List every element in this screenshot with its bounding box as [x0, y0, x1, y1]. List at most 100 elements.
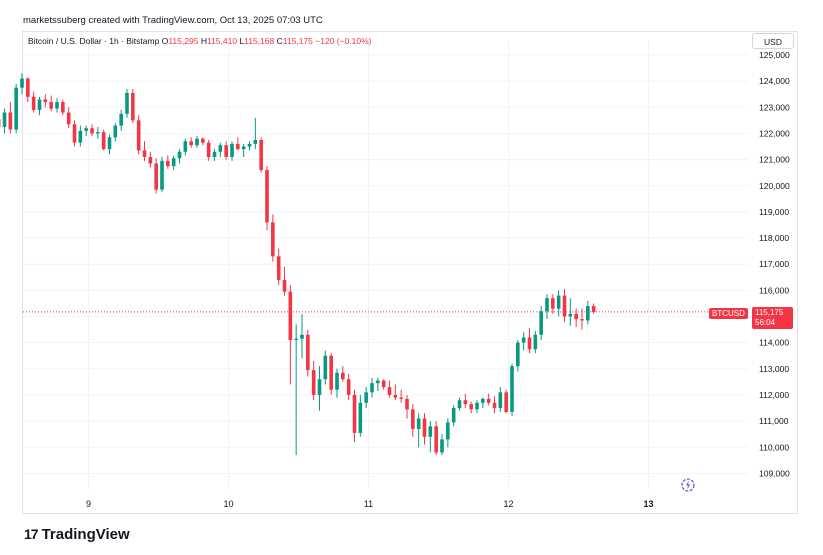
- candle-body: [551, 298, 555, 309]
- candle-body: [107, 137, 112, 150]
- candle: [463, 393, 468, 409]
- tradingview-logo[interactable]: 17 TradingView: [24, 526, 130, 543]
- candlesticks: [0, 73, 596, 456]
- y-tick-label: 109,000: [759, 468, 790, 478]
- candle: [2, 108, 7, 134]
- candle-body: [463, 400, 468, 405]
- y-axis-labels: 109,000 110,000 111,000 112,000 113,000 114,0…: [759, 50, 790, 478]
- candle-body: [136, 120, 141, 151]
- candle: [551, 294, 555, 314]
- candle-body: [37, 99, 42, 110]
- candle-body: [241, 146, 246, 150]
- candle: [329, 353, 333, 395]
- candle: [516, 340, 520, 372]
- candle: [393, 384, 398, 401]
- candle: [521, 332, 526, 351]
- candle: [206, 139, 211, 161]
- candle-body: [247, 143, 252, 147]
- chart-credit: marketssuberg created with TradingView.c…: [23, 15, 323, 26]
- candle-body: [271, 222, 275, 257]
- candle: [201, 137, 205, 146]
- candle: [352, 389, 357, 443]
- candle: [387, 380, 392, 398]
- change-value: −120 (−0.10%): [315, 36, 372, 46]
- candle-body: [352, 394, 357, 433]
- candle: [317, 366, 322, 411]
- bar-countdown: 56:04: [755, 318, 776, 327]
- candle: [562, 289, 567, 322]
- candle: [294, 324, 298, 456]
- candle: [580, 308, 584, 330]
- y-tick-label: 120,000: [759, 181, 790, 191]
- candle: [451, 405, 456, 427]
- candle: [113, 122, 118, 142]
- candle: [125, 88, 129, 118]
- tradingview-mark-icon: 17: [24, 526, 39, 542]
- candle-body: [206, 142, 211, 157]
- ticker-tag: BTCUSD: [709, 308, 748, 319]
- candle-body: [195, 138, 199, 146]
- candle: [61, 99, 65, 116]
- candle: [486, 393, 491, 406]
- candle-body: [300, 334, 304, 339]
- candle: [282, 266, 287, 296]
- candle: [498, 387, 503, 412]
- y-tick-label: 122,000: [759, 128, 790, 138]
- y-tick-label: 112,000: [759, 390, 789, 400]
- candle: [539, 306, 543, 341]
- replay-icon[interactable]: [680, 477, 696, 493]
- brand-name: TradingView: [41, 526, 130, 543]
- candle-body: [189, 141, 193, 146]
- candle-body: [306, 334, 310, 371]
- candle: [533, 330, 538, 354]
- candle: [370, 377, 374, 398]
- candle-body: [440, 439, 444, 453]
- candle-body: [212, 151, 217, 157]
- candle-body: [276, 256, 281, 280]
- candle: [405, 394, 409, 419]
- x-tick-label: 10: [223, 499, 233, 509]
- candle: [568, 298, 573, 326]
- high-label: H: [200, 36, 207, 46]
- candle: [591, 303, 596, 314]
- candle: [586, 300, 590, 325]
- currency-button[interactable]: USD: [752, 33, 794, 49]
- candle-body: [171, 158, 176, 167]
- candle-body: [428, 426, 433, 437]
- candle: [446, 418, 450, 448]
- candle: [66, 107, 71, 129]
- candle-body: [84, 128, 88, 131]
- candle-body: [469, 404, 473, 410]
- candle-body: [230, 143, 234, 157]
- candle: [253, 117, 258, 150]
- candle-body: [393, 394, 398, 398]
- candle: [171, 155, 176, 171]
- x-axis-labels: 9 10 11 12 13: [86, 499, 654, 509]
- candle-body: [358, 402, 363, 433]
- candle-body: [119, 113, 123, 126]
- candle-body: [49, 102, 53, 109]
- candle: [195, 136, 199, 148]
- candle-body: [131, 92, 135, 121]
- candle-body: [591, 306, 596, 312]
- y-tick-label: 113,000: [759, 364, 789, 374]
- candle: [20, 73, 24, 95]
- candle-body: [381, 380, 386, 388]
- candle: [457, 397, 462, 411]
- candle: [428, 421, 433, 453]
- y-tick-label: 110,000: [759, 442, 789, 452]
- candle-body: [492, 402, 497, 409]
- candle-body: [26, 78, 30, 97]
- candle-body: [259, 139, 263, 171]
- candle: [364, 387, 368, 409]
- candle: [78, 125, 83, 147]
- candle-body: [568, 313, 573, 317]
- chart-frame: [22, 31, 798, 514]
- candle: [218, 142, 223, 157]
- candle-body: [580, 319, 584, 321]
- candle-body: [253, 139, 258, 144]
- candle: [416, 413, 421, 448]
- candle: [55, 98, 59, 113]
- candle-body: [434, 426, 438, 453]
